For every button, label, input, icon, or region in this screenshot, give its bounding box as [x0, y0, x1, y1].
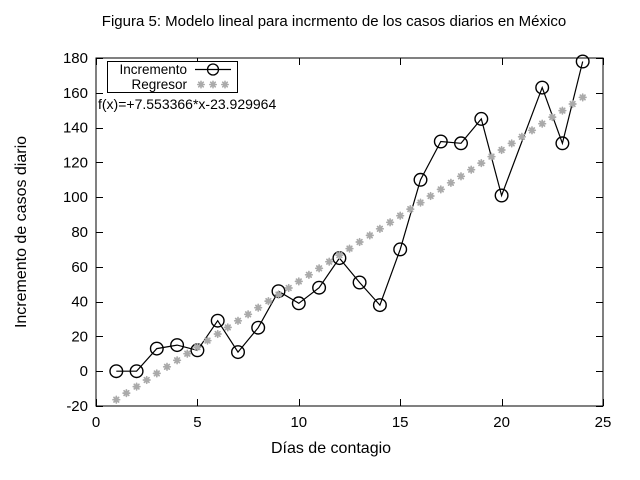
data-point — [454, 136, 469, 151]
data-point — [312, 280, 327, 295]
data-point — [535, 80, 550, 95]
y-tick-label: 40 — [71, 294, 88, 311]
data-point — [494, 188, 509, 203]
data-point — [575, 54, 590, 69]
legend-item-regresor: Regresor — [108, 77, 237, 92]
legend-label-incremento: Incremento — [119, 62, 187, 77]
y-tick-label: 0 — [80, 363, 88, 380]
data-point — [210, 313, 225, 328]
data-point — [433, 134, 448, 149]
y-tick-label: 80 — [71, 224, 88, 241]
data-point — [372, 298, 387, 313]
chart-title: Figura 5: Modelo lineal para incrmento d… — [101, 13, 567, 30]
data-point — [291, 296, 306, 311]
regression-equation: f(x)=+7.553366*x-23.929964 — [98, 96, 277, 112]
y-tick-label: 100 — [63, 189, 88, 206]
y-tick-label: 20 — [71, 328, 88, 345]
x-tick-label: 5 — [193, 414, 201, 431]
data-point — [352, 275, 367, 290]
line-circle-sample-icon — [195, 63, 231, 76]
x-tick-label: 10 — [290, 414, 307, 431]
y-tick-label: 120 — [63, 154, 88, 171]
data-point — [109, 364, 124, 379]
x-axis-label: Días de contagio — [270, 440, 392, 457]
data-point — [170, 338, 185, 353]
legend-item-incremento: Incremento — [108, 62, 237, 77]
y-axis-label: Incremento de casos diario — [13, 135, 30, 329]
asterisk-marker-icon — [197, 80, 229, 89]
asterisk-dots-sample-icon — [197, 80, 229, 89]
data-point — [474, 111, 489, 126]
open-circle-marker-icon — [206, 63, 220, 76]
data-point — [149, 341, 164, 356]
x-tick-label: 25 — [595, 414, 612, 431]
data-point — [129, 364, 144, 379]
regression-dots — [112, 93, 587, 404]
data-point — [393, 242, 408, 257]
data-point — [230, 345, 245, 360]
data-point — [555, 136, 570, 151]
legend-label-regresor: Regresor — [131, 77, 187, 92]
y-tick-label: 60 — [71, 259, 88, 276]
y-tick-label: 140 — [63, 120, 88, 137]
y-tick-label: 160 — [63, 85, 88, 102]
x-tick-label: 20 — [493, 414, 510, 431]
y-tick-label: -20 — [66, 398, 88, 415]
data-point — [413, 172, 428, 187]
x-tick-label: 15 — [392, 414, 409, 431]
legend-box: Incremento Regresor — [107, 61, 238, 93]
x-tick-label: 0 — [92, 414, 100, 431]
data-point — [251, 320, 266, 335]
y-tick-label: 180 — [63, 50, 88, 67]
